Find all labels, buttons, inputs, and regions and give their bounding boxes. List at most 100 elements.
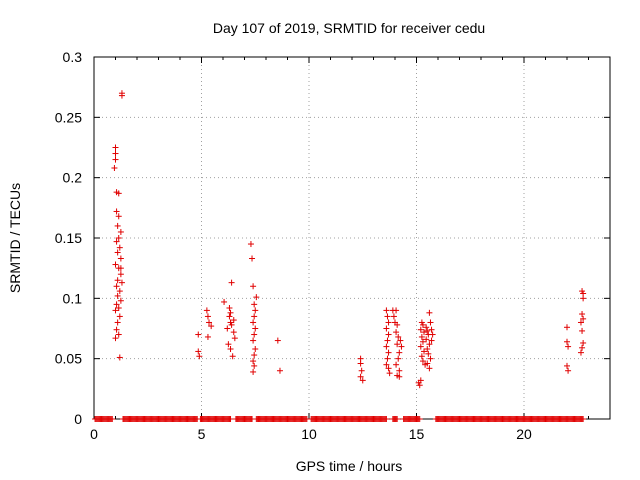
data-point xyxy=(421,348,428,355)
data-point xyxy=(208,323,215,330)
data-points xyxy=(92,90,587,422)
data-point xyxy=(252,325,259,332)
data-point xyxy=(426,309,433,316)
x-tick-label: 0 xyxy=(90,426,98,442)
data-point xyxy=(385,319,392,326)
data-point xyxy=(358,367,365,374)
data-point xyxy=(114,319,121,326)
zero-value-run xyxy=(232,416,256,422)
data-point xyxy=(252,307,259,314)
y-axis-label: SRMTID / TECUs xyxy=(7,183,23,293)
data-point xyxy=(385,365,392,372)
y-tick-label: 0.2 xyxy=(63,170,83,186)
data-point xyxy=(224,325,231,332)
data-point xyxy=(113,208,120,215)
y-tick-label: 0.1 xyxy=(63,290,83,306)
data-point xyxy=(418,333,425,340)
data-point xyxy=(195,331,202,338)
y-tick-label: 0.3 xyxy=(63,49,83,65)
data-point xyxy=(398,343,405,350)
zero-value-run xyxy=(92,416,116,422)
data-point xyxy=(384,355,391,362)
data-point xyxy=(117,228,124,235)
data-point xyxy=(417,326,424,333)
x-tick-label: 15 xyxy=(409,426,425,442)
data-point xyxy=(229,353,236,360)
data-point xyxy=(251,352,258,359)
data-point xyxy=(203,307,210,314)
data-point xyxy=(117,271,124,278)
data-point xyxy=(577,319,584,326)
data-point xyxy=(396,349,403,356)
data-point xyxy=(112,261,119,268)
data-point xyxy=(228,321,235,328)
data-point xyxy=(417,343,424,350)
x-tick-label: 20 xyxy=(516,426,532,442)
zero-value-run xyxy=(400,416,423,422)
data-point xyxy=(114,222,121,229)
data-point xyxy=(424,327,431,334)
data-point xyxy=(565,367,572,374)
data-point xyxy=(577,349,584,356)
data-point xyxy=(112,150,119,157)
data-point xyxy=(418,353,425,360)
data-point xyxy=(424,360,431,367)
data-point xyxy=(113,238,120,245)
data-point xyxy=(416,382,423,389)
data-point xyxy=(114,249,121,256)
data-point xyxy=(225,341,232,348)
data-point xyxy=(250,319,257,326)
data-point xyxy=(116,288,123,295)
data-point xyxy=(383,307,390,314)
data-point xyxy=(116,354,123,361)
data-point xyxy=(251,362,258,369)
data-point xyxy=(115,304,122,311)
zero-value-run xyxy=(120,416,201,422)
data-point xyxy=(564,362,570,369)
data-point xyxy=(251,301,258,308)
data-point xyxy=(424,346,431,353)
data-point xyxy=(393,307,400,314)
data-point xyxy=(564,338,570,345)
data-point xyxy=(384,337,391,344)
data-point xyxy=(276,367,283,374)
data-point xyxy=(359,377,366,384)
data-point xyxy=(419,358,426,365)
chart-title: Day 107 of 2019, SRMTID for receiver ced… xyxy=(213,20,485,36)
data-point xyxy=(204,313,211,320)
data-point xyxy=(580,295,587,302)
data-point xyxy=(252,346,259,353)
zero-value-run xyxy=(197,416,234,422)
data-point xyxy=(114,277,121,284)
data-point xyxy=(423,324,430,331)
data-point xyxy=(429,331,436,338)
data-point xyxy=(580,315,587,322)
data-point xyxy=(394,341,401,348)
data-point xyxy=(417,377,424,384)
data-point xyxy=(396,367,403,374)
data-point xyxy=(113,326,120,333)
data-point xyxy=(231,335,238,342)
data-point xyxy=(195,348,202,355)
data-point xyxy=(253,294,260,301)
data-point xyxy=(383,343,390,350)
data-point xyxy=(226,304,233,311)
data-point xyxy=(227,346,234,353)
data-point xyxy=(274,337,281,344)
data-point xyxy=(386,370,393,377)
data-point xyxy=(111,165,118,172)
data-point xyxy=(426,365,433,372)
data-point xyxy=(221,298,228,305)
data-point xyxy=(383,361,390,368)
data-point xyxy=(114,292,121,299)
data-point xyxy=(117,255,124,262)
data-point xyxy=(247,241,254,248)
data-point xyxy=(116,313,123,320)
zero-value-run xyxy=(308,416,390,422)
data-point xyxy=(579,327,586,334)
data-point xyxy=(393,329,400,336)
data-point xyxy=(384,313,391,320)
data-point xyxy=(419,338,426,345)
